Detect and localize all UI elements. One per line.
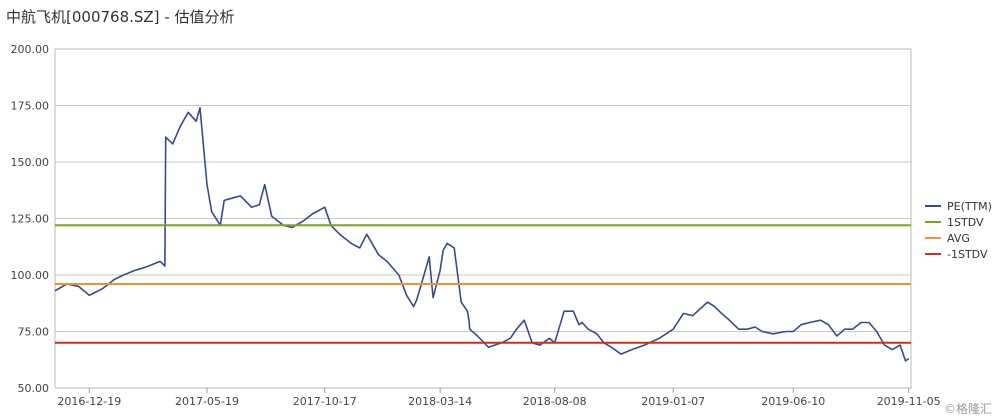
y-tick-label: 150.00 bbox=[11, 156, 50, 169]
x-tick-label: 2019-06-10 bbox=[761, 395, 825, 408]
y-tick-label: 100.00 bbox=[11, 269, 50, 282]
x-tick-label: 2019-11-05 bbox=[877, 395, 941, 408]
x-tick-label: 2017-05-19 bbox=[175, 395, 239, 408]
x-tick-label: 2019-01-07 bbox=[641, 395, 705, 408]
watermark: ©格隆汇 bbox=[943, 402, 992, 416]
y-axis: 50.00 75.00 100.00 125.00 150.00 175.00 200.00 bbox=[11, 43, 50, 395]
x-tick-label: 2018-03-14 bbox=[408, 395, 472, 408]
x-tick-label: 2017-10-17 bbox=[293, 395, 357, 408]
y-tick-label: 75.00 bbox=[18, 326, 50, 339]
legend-label: PE(TTM) bbox=[947, 200, 992, 213]
series-group bbox=[54, 107, 911, 362]
y-tick-label: 175.00 bbox=[11, 100, 50, 113]
legend-label: AVG bbox=[947, 232, 970, 245]
legend-label: -1STDV bbox=[947, 248, 988, 261]
y-tick-label: 50.00 bbox=[18, 382, 50, 395]
legend: PE(TTM) 1STDV AVG -1STDV bbox=[925, 200, 992, 261]
x-axis: 2016-12-19 2017-05-19 2017-10-17 2018-03-14… bbox=[57, 388, 941, 408]
x-tick-label: 2018-08-08 bbox=[523, 395, 587, 408]
chart-title: 中航飞机[000768.SZ] - 估值分析 bbox=[6, 8, 235, 26]
y-tick-label: 125.00 bbox=[11, 213, 50, 226]
series-line-pe-ttm bbox=[54, 107, 910, 362]
legend-label: 1STDV bbox=[947, 216, 984, 229]
y-tick-label: 200.00 bbox=[11, 43, 50, 56]
x-tick-label: 2016-12-19 bbox=[57, 395, 121, 408]
gridlines bbox=[55, 105, 911, 332]
